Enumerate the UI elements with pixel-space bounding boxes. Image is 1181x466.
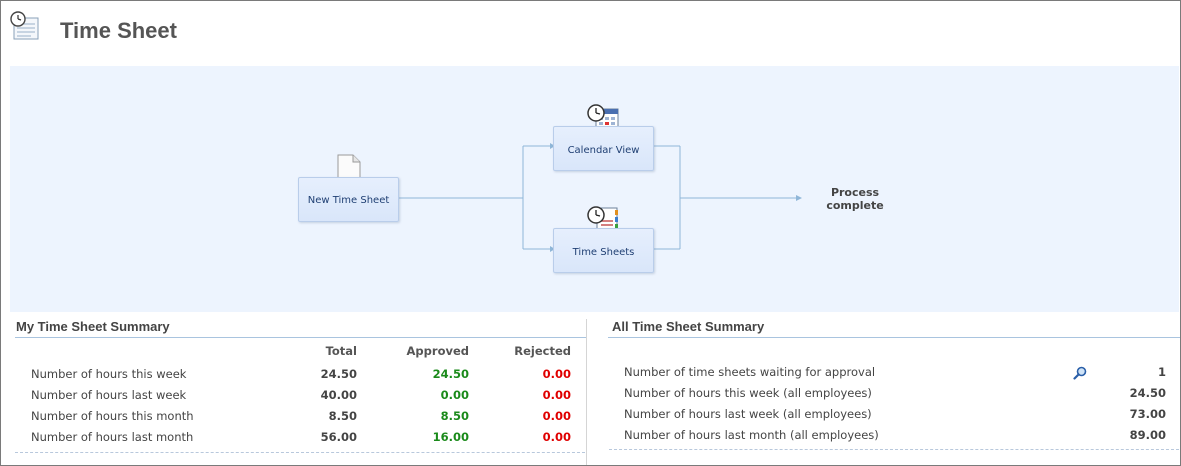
rejected-value: 0.00 [542, 409, 571, 423]
my-summary-title: My Time Sheet Summary [16, 319, 170, 334]
process-flow-diagram: New Time Sheet Calendar View [10, 66, 1179, 312]
my-time-sheet-summary-panel: My Time Sheet Summary [6, 317, 586, 338]
rejected-value: 0.00 [542, 388, 571, 402]
table-row: Number of hours this week (all employees… [624, 384, 1166, 402]
table-row: Number of hours last week (all employees… [624, 405, 1166, 423]
all-summary-bottom-divider [609, 449, 1179, 450]
row-label: Number of hours last month [31, 430, 194, 444]
rejected-value: 0.00 [542, 367, 571, 381]
new-time-sheet-node[interactable]: New Time Sheet [298, 177, 399, 222]
magnifier-icon[interactable] [1073, 366, 1087, 380]
calendar-view-label: Calendar View [567, 145, 640, 156]
page-title: Time Sheet [60, 18, 177, 43]
row-label: Number of hours this month [31, 409, 194, 423]
my-summary-table: Total Approved Rejected Number of hours … [31, 344, 576, 454]
row-label: Number of hours this week (all employees… [624, 386, 872, 400]
time-sheets-node[interactable]: Time Sheets [553, 228, 654, 273]
total-value: 40.00 [320, 388, 357, 402]
row-value: 89.00 [1129, 428, 1166, 442]
row-label: Number of hours last week [31, 388, 187, 402]
all-summary-title: All Time Sheet Summary [612, 319, 765, 334]
approved-value: 0.00 [440, 388, 469, 402]
row-value: 24.50 [1129, 386, 1166, 400]
table-row: Number of hours this week 24.50 24.50 0.… [31, 365, 576, 383]
flow-connectors [399, 143, 802, 252]
page-header: Time Sheet [1, 1, 1180, 65]
total-value: 24.50 [320, 367, 357, 381]
panel-separator [586, 319, 587, 465]
all-time-sheet-summary-panel: All Time Sheet Summary [608, 317, 1180, 338]
column-header-total: Total [325, 344, 357, 358]
calendar-clock-icon [587, 104, 619, 132]
waiting-approval-count: 1 [1157, 365, 1166, 379]
calendar-view-node[interactable]: Calendar View [553, 126, 654, 171]
approved-value: 16.00 [432, 430, 469, 444]
table-row: Number of hours last month (all employee… [624, 426, 1166, 444]
all-summary-table: Number of time sheets waiting for approv… [624, 363, 1166, 453]
row-label: Number of hours this week [31, 367, 187, 381]
row-label: Number of hours last week (all employees… [624, 407, 872, 421]
row-label: Number of hours last month (all employee… [624, 428, 879, 442]
timesheet-clock-icon [10, 11, 39, 40]
row-label: Number of time sheets waiting for approv… [624, 365, 876, 379]
table-row: Number of hours last week 40.00 0.00 0.0… [31, 386, 576, 404]
approved-value: 24.50 [432, 367, 469, 381]
table-row: Number of hours last month 56.00 16.00 0… [31, 428, 576, 446]
total-value: 56.00 [320, 430, 357, 444]
process-complete-label: Process complete [826, 186, 884, 212]
rejected-value: 0.00 [542, 430, 571, 444]
table-row: Number of hours this month 8.50 8.50 0.0… [31, 407, 576, 425]
new-time-sheet-label: New Time Sheet [307, 195, 390, 206]
column-header-rejected: Rejected [514, 344, 571, 358]
approved-value: 8.50 [440, 409, 469, 423]
total-value: 8.50 [328, 409, 357, 423]
table-row: Number of time sheets waiting for approv… [624, 363, 1166, 381]
all-summary-divider [608, 337, 1180, 338]
my-summary-divider [15, 337, 586, 338]
row-value: 73.00 [1129, 407, 1166, 421]
my-summary-bottom-divider [15, 452, 585, 453]
column-header-approved: Approved [406, 344, 469, 358]
time-sheets-label: Time Sheets [572, 247, 635, 258]
